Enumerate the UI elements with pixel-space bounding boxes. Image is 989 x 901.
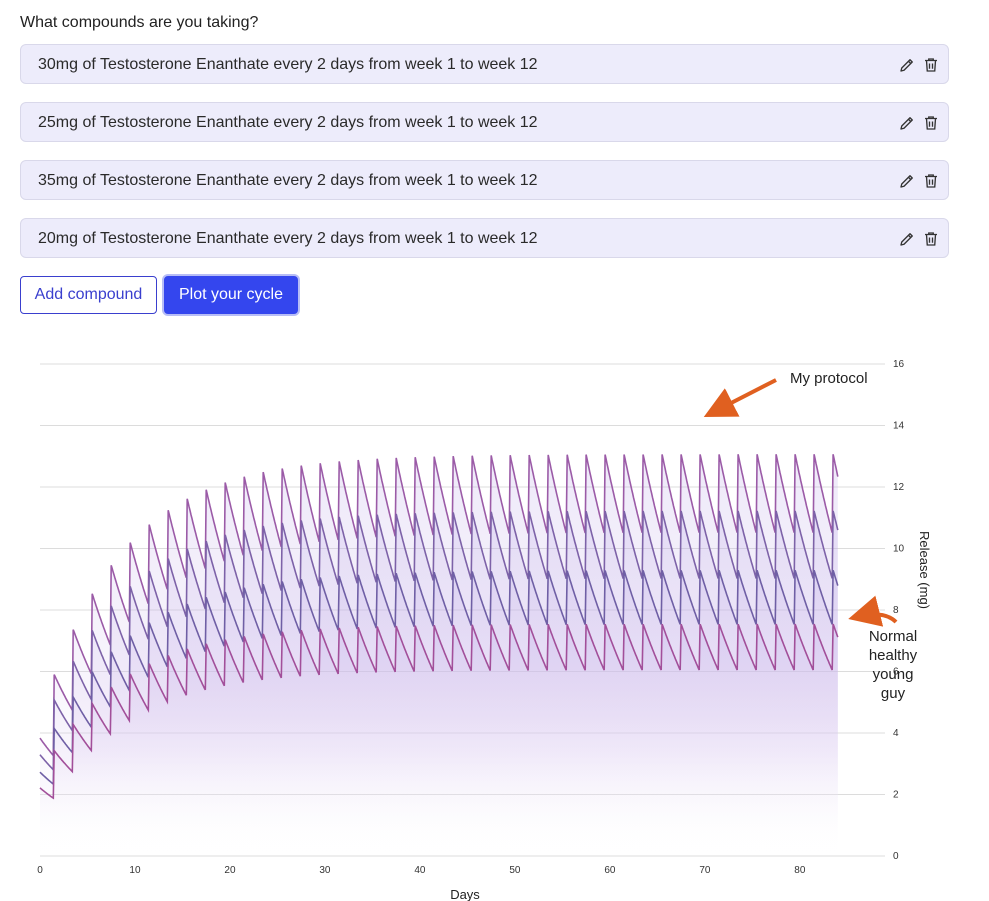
pencil-icon[interactable] <box>898 172 916 190</box>
annotation-my-protocol: My protocol <box>790 370 868 387</box>
y-tick-label: 0 <box>893 851 899 862</box>
x-tick-label: 60 <box>604 865 616 876</box>
x-tick-label: 40 <box>414 865 426 876</box>
compound-item[interactable]: 20mg of Testosterone Enanthate every 2 d… <box>20 218 949 258</box>
plot-cycle-button[interactable]: Plot your cycle <box>164 276 298 314</box>
compound-item[interactable]: 35mg of Testosterone Enanthate every 2 d… <box>20 160 949 200</box>
trash-icon[interactable] <box>922 114 940 132</box>
series-line <box>39 570 839 786</box>
series-line <box>39 623 839 800</box>
compounds-question: What compounds are you taking? <box>20 14 259 31</box>
x-tick-label: 20 <box>224 865 236 876</box>
pencil-icon[interactable] <box>898 114 916 132</box>
trash-icon[interactable] <box>922 56 940 74</box>
y-tick-label: 14 <box>893 421 905 432</box>
x-tick-label: 70 <box>699 865 711 876</box>
annotation-arrow <box>848 595 898 627</box>
trash-icon[interactable] <box>922 230 940 248</box>
x-tick-label: 0 <box>37 865 43 876</box>
annotation-normal-guy: Normal <box>869 628 917 645</box>
pencil-icon[interactable] <box>898 56 916 74</box>
compound-item[interactable]: 25mg of Testosterone Enanthate every 2 d… <box>20 102 949 142</box>
compound-label: 20mg of Testosterone Enanthate every 2 d… <box>38 230 538 247</box>
annotation-normal-guy: healthy <box>869 647 918 664</box>
y-tick-label: 12 <box>893 482 905 493</box>
add-compound-button[interactable]: Add compound <box>20 276 157 314</box>
pencil-icon[interactable] <box>898 230 916 248</box>
y-tick-label: 10 <box>893 544 905 555</box>
compound-item[interactable]: 30mg of Testosterone Enanthate every 2 d… <box>20 44 949 84</box>
x-tick-label: 80 <box>794 865 806 876</box>
x-axis-label: Days <box>450 887 480 901</box>
compound-label: 30mg of Testosterone Enanthate every 2 d… <box>38 56 538 73</box>
y-tick-label: 6 <box>893 667 899 678</box>
y-tick-label: 2 <box>893 790 899 801</box>
x-tick-label: 30 <box>319 865 331 876</box>
release-chart: 0 10 20 30 40 50 60 70 80 0 2 4 6 8 10 12 14 16 Days Rel… <box>37 359 932 901</box>
x-tick-label: 10 <box>129 865 141 876</box>
annotation-arrow <box>703 378 777 417</box>
compound-label: 25mg of Testosterone Enanthate every 2 d… <box>38 114 538 131</box>
annotation-normal-guy: guy <box>881 685 906 702</box>
series-line <box>39 510 839 772</box>
y-tick-label: 4 <box>893 728 899 739</box>
trash-icon[interactable] <box>922 172 940 190</box>
y-axis-label: Release (mg) <box>917 531 932 609</box>
x-tick-label: 50 <box>509 865 521 876</box>
series-area <box>40 624 838 856</box>
compound-label: 35mg of Testosterone Enanthate every 2 d… <box>38 172 538 189</box>
y-tick-label: 16 <box>893 359 905 370</box>
series-line <box>39 454 839 758</box>
annotation-normal-guy: young <box>873 666 914 683</box>
y-tick-label: 8 <box>893 605 899 616</box>
